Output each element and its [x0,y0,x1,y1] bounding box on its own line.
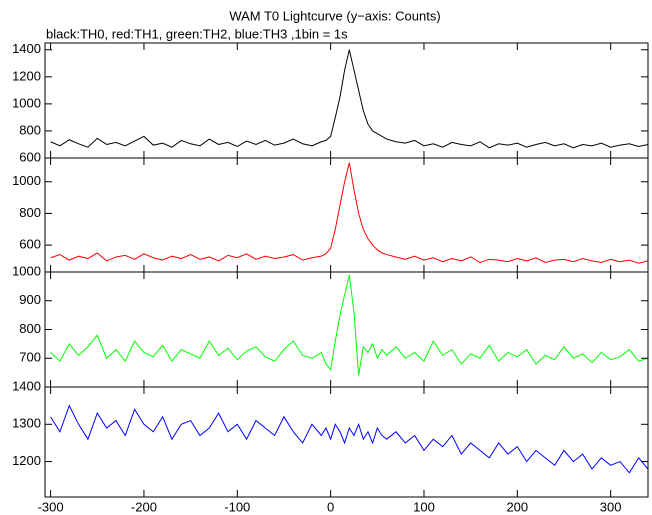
y-tick-label: 600 [19,149,41,164]
y-tick-label: 1000 [12,263,41,278]
x-tick-label: 100 [413,499,435,514]
x-tick-label: 300 [600,499,622,514]
y-tick-label: 600 [19,237,41,252]
x-tick-label: 0 [327,499,334,514]
y-tick-label: 900 [19,292,41,307]
panel-frame [44,271,649,388]
series-line [50,274,648,376]
y-tick-label: 1200 [12,68,41,83]
series-line [50,49,648,149]
y-tick-label: 1300 [12,416,41,431]
y-tick-label: 800 [19,205,41,220]
series-line [50,162,648,264]
x-tick-label: -100 [224,499,250,514]
x-tick-label: 200 [506,499,528,514]
y-tick-label: 1400 [12,378,41,393]
x-tick-label: -300 [38,499,64,514]
series-line [50,404,648,474]
y-tick-label: 700 [19,350,41,365]
y-tick-label: 1000 [12,95,41,110]
y-tick-label: 800 [19,122,41,137]
y-tick-label: 1400 [12,41,41,56]
panel-frame [44,386,649,498]
y-tick-label: 800 [19,321,41,336]
chart-subtitle: black:TH0, red:TH1, green:TH2, blue:TH3 … [46,26,348,41]
y-tick-label: 1200 [12,453,41,468]
chart-title: WAM T0 Lightcurve (y−axis: Counts) [229,8,440,23]
x-tick-label: -200 [131,499,157,514]
y-tick-label: 1000 [12,173,41,188]
